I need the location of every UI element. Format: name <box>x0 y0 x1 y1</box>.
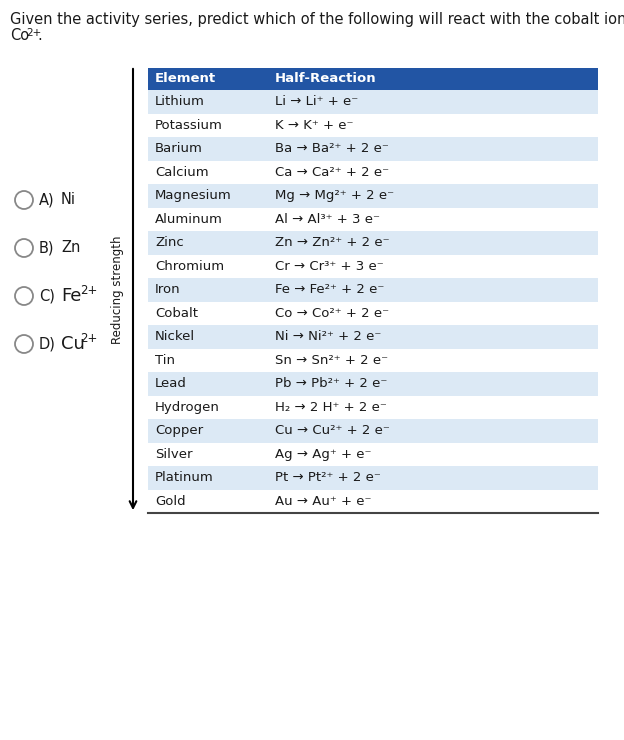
Text: B): B) <box>39 240 54 255</box>
Text: Zn → Zn²⁺ + 2 e⁻: Zn → Zn²⁺ + 2 e⁻ <box>275 236 389 249</box>
Text: Fe → Fe²⁺ + 2 e⁻: Fe → Fe²⁺ + 2 e⁻ <box>275 283 384 296</box>
Text: 2+: 2+ <box>80 283 97 297</box>
Text: Al → Al³⁺ + 3 e⁻: Al → Al³⁺ + 3 e⁻ <box>275 213 380 226</box>
Text: Cobalt: Cobalt <box>155 307 198 320</box>
Bar <box>148 489 598 513</box>
Text: Platinum: Platinum <box>155 471 214 484</box>
Text: Co: Co <box>10 28 29 43</box>
Text: Given the activity series, predict which of the following will react with the co: Given the activity series, predict which… <box>10 12 624 27</box>
Bar <box>148 90 598 113</box>
Text: Ba → Ba²⁺ + 2 e⁻: Ba → Ba²⁺ + 2 e⁻ <box>275 142 389 155</box>
Text: Iron: Iron <box>155 283 180 296</box>
Text: Reducing strength: Reducing strength <box>112 235 125 344</box>
Text: Silver: Silver <box>155 448 192 461</box>
Bar <box>148 207 598 231</box>
Text: D): D) <box>39 337 56 351</box>
Bar <box>148 349 598 372</box>
Bar <box>148 278 598 301</box>
Text: Pt → Pt²⁺ + 2 e⁻: Pt → Pt²⁺ + 2 e⁻ <box>275 471 381 484</box>
Bar <box>148 466 598 489</box>
Bar <box>148 443 598 466</box>
Text: Hydrogen: Hydrogen <box>155 401 220 414</box>
Text: Half-Reaction: Half-Reaction <box>275 73 377 86</box>
Bar <box>148 184 598 207</box>
Text: Cr → Cr³⁺ + 3 e⁻: Cr → Cr³⁺ + 3 e⁻ <box>275 260 384 273</box>
Text: Cu: Cu <box>61 335 85 353</box>
Text: Ag → Ag⁺ + e⁻: Ag → Ag⁺ + e⁻ <box>275 448 371 461</box>
Text: K → K⁺ + e⁻: K → K⁺ + e⁻ <box>275 118 354 132</box>
Bar <box>148 395 598 419</box>
Text: Cu → Cu²⁺ + 2 e⁻: Cu → Cu²⁺ + 2 e⁻ <box>275 424 390 437</box>
Text: Copper: Copper <box>155 424 203 437</box>
Text: Zinc: Zinc <box>155 236 183 249</box>
Bar <box>148 137 598 161</box>
Bar <box>148 231 598 255</box>
Text: Potassium: Potassium <box>155 118 223 132</box>
Text: Au → Au⁺ + e⁻: Au → Au⁺ + e⁻ <box>275 495 371 508</box>
Text: Sn → Sn²⁺ + 2 e⁻: Sn → Sn²⁺ + 2 e⁻ <box>275 354 388 367</box>
Text: Nickel: Nickel <box>155 330 195 343</box>
Bar <box>148 68 598 90</box>
Text: Lead: Lead <box>155 377 187 390</box>
Bar <box>148 372 598 395</box>
Text: Pb → Pb²⁺ + 2 e⁻: Pb → Pb²⁺ + 2 e⁻ <box>275 377 388 390</box>
Text: H₂ → 2 H⁺ + 2 e⁻: H₂ → 2 H⁺ + 2 e⁻ <box>275 401 387 414</box>
Text: Element: Element <box>155 73 216 86</box>
Text: Ni → Ni²⁺ + 2 e⁻: Ni → Ni²⁺ + 2 e⁻ <box>275 330 381 343</box>
Bar <box>148 113 598 137</box>
Text: Li → Li⁺ + e⁻: Li → Li⁺ + e⁻ <box>275 95 358 108</box>
Text: A): A) <box>39 192 55 207</box>
Text: Lithium: Lithium <box>155 95 205 108</box>
Text: 2+: 2+ <box>26 28 41 38</box>
Text: Tin: Tin <box>155 354 175 367</box>
Bar <box>148 255 598 278</box>
Text: Ca → Ca²⁺ + 2 e⁻: Ca → Ca²⁺ + 2 e⁻ <box>275 166 389 179</box>
Text: .: . <box>37 28 42 43</box>
Bar <box>148 301 598 325</box>
Text: 2+: 2+ <box>80 332 97 345</box>
Text: C): C) <box>39 289 55 303</box>
Text: Calcium: Calcium <box>155 166 208 179</box>
Text: Magnesium: Magnesium <box>155 189 232 202</box>
Text: Aluminum: Aluminum <box>155 213 223 226</box>
Text: Co → Co²⁺ + 2 e⁻: Co → Co²⁺ + 2 e⁻ <box>275 307 389 320</box>
Bar <box>148 419 598 443</box>
Text: Mg → Mg²⁺ + 2 e⁻: Mg → Mg²⁺ + 2 e⁻ <box>275 189 394 202</box>
Text: Gold: Gold <box>155 495 185 508</box>
Text: Barium: Barium <box>155 142 203 155</box>
Text: Zn: Zn <box>61 240 80 255</box>
Bar <box>148 161 598 184</box>
Text: Chromium: Chromium <box>155 260 224 273</box>
Bar <box>148 325 598 349</box>
Text: Ni: Ni <box>61 192 76 207</box>
Text: Fe: Fe <box>61 287 81 305</box>
